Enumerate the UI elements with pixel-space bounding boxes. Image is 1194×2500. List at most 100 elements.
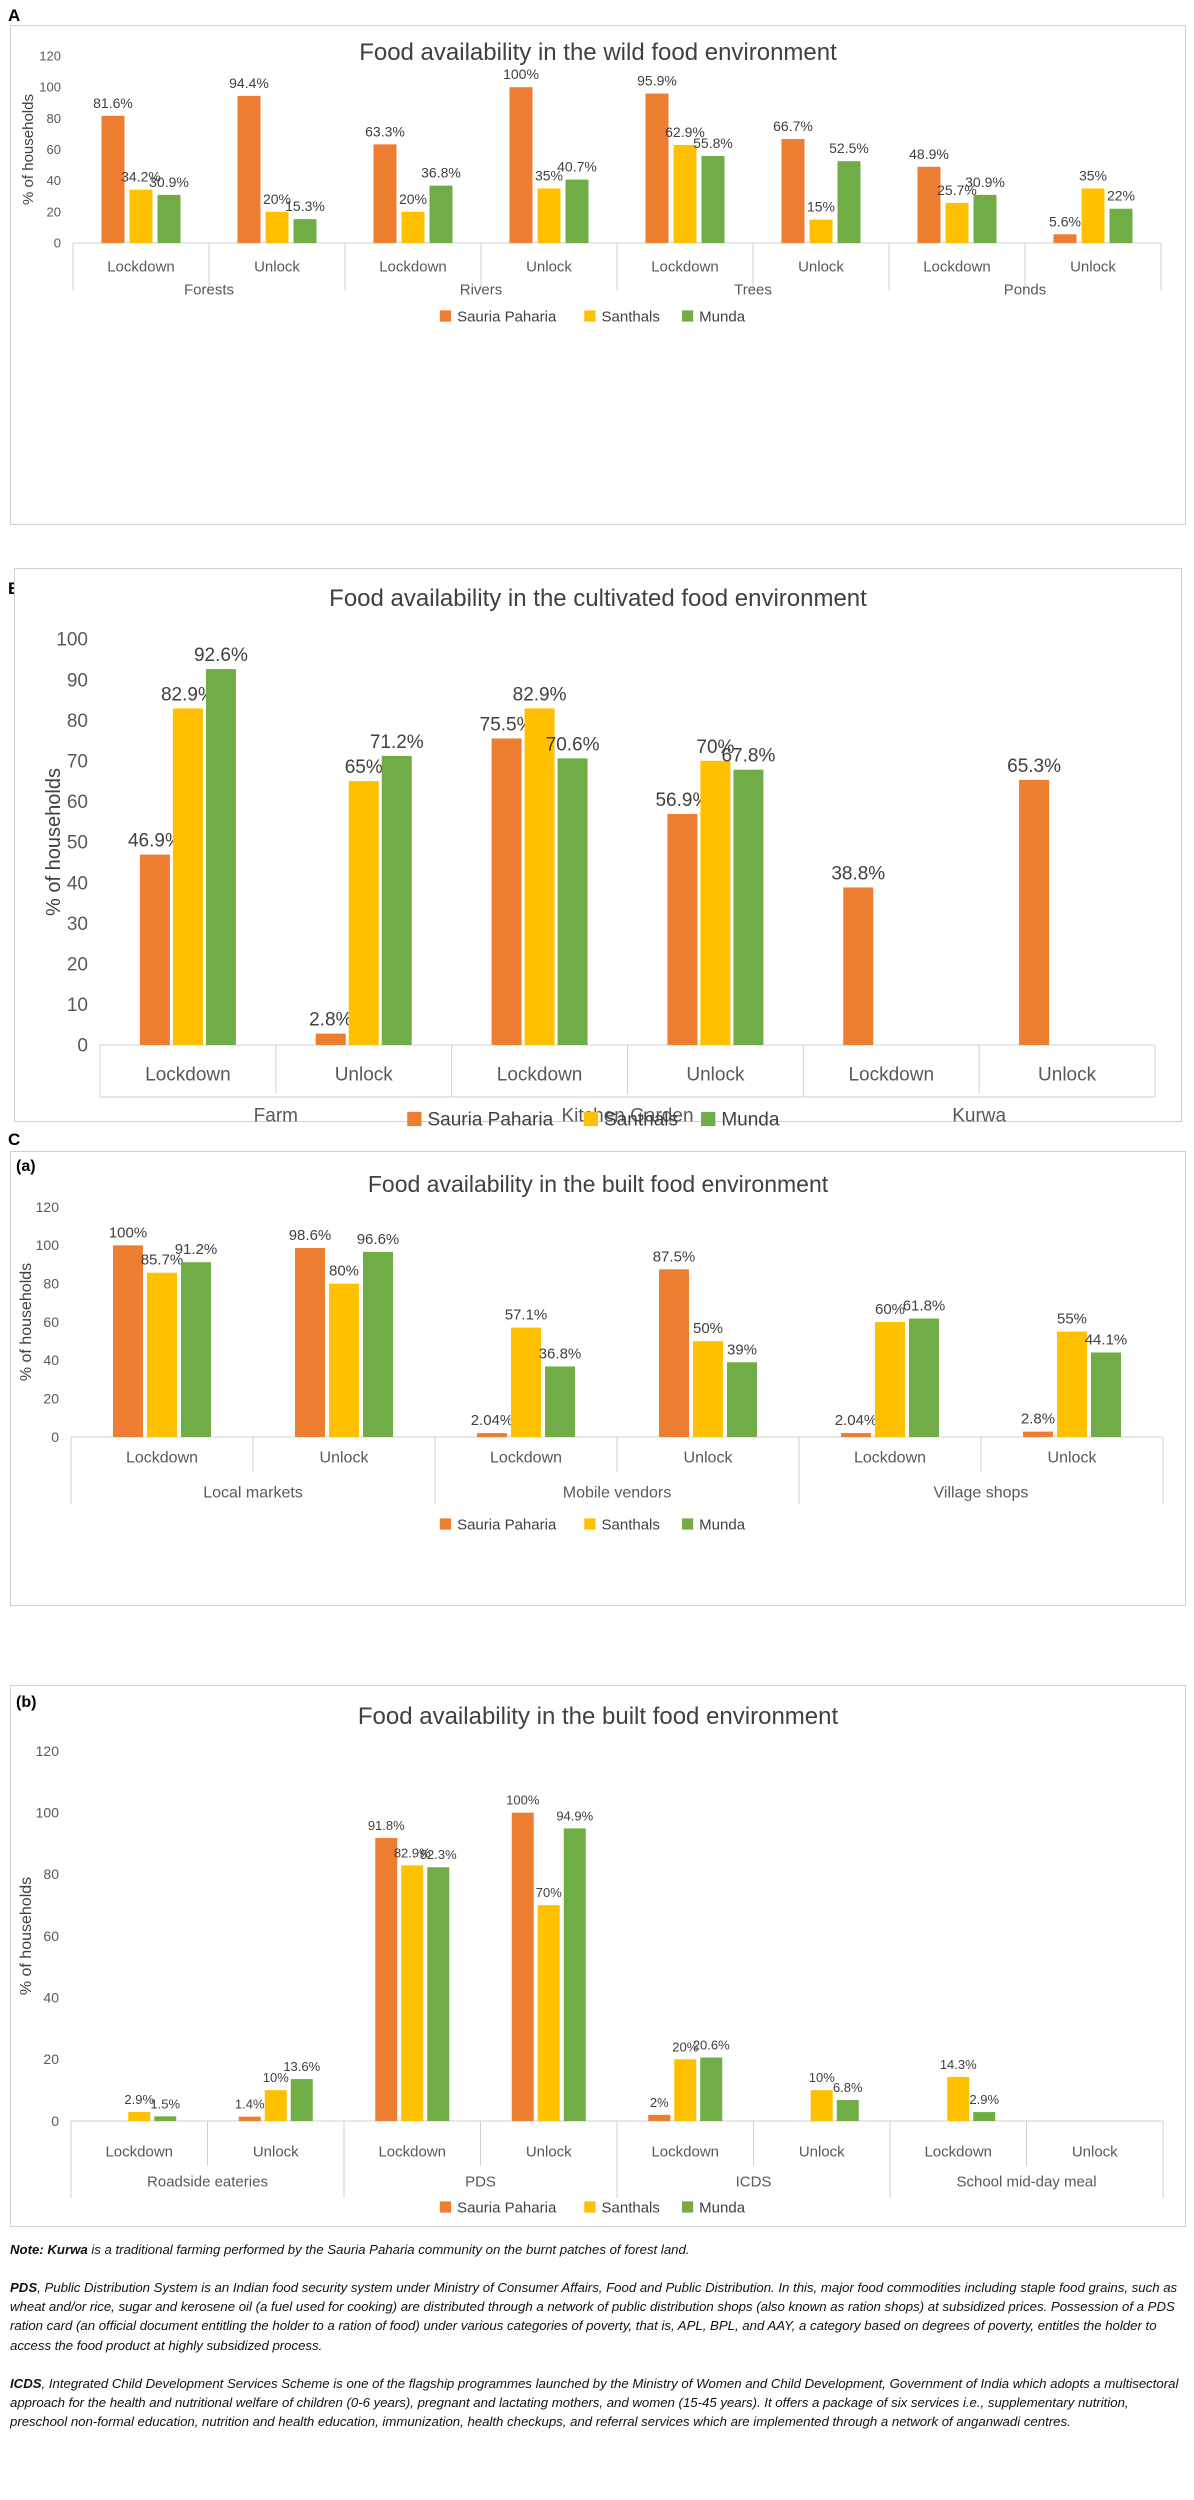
data-label: 62.9% — [665, 124, 705, 140]
data-label: 2.04% — [471, 1412, 514, 1429]
data-label: 1.5% — [150, 2096, 180, 2111]
data-label: 100% — [109, 1224, 147, 1241]
y-tick-label: 30 — [67, 914, 88, 935]
data-label: 87.5% — [653, 1248, 696, 1265]
data-label: 13.6% — [283, 2059, 320, 2074]
bar — [147, 1272, 177, 1437]
bar — [265, 211, 289, 243]
cultivated-food-chart: Food availability in the cultivated food… — [43, 585, 1156, 1131]
built-food-chart-a: Food availability in the built food envi… — [18, 1171, 1164, 1533]
y-tick-label: 120 — [36, 1743, 60, 1759]
data-label: 2.8% — [1021, 1411, 1055, 1428]
chart-panel-c-b: Food availability in the built food envi… — [10, 1685, 1186, 2227]
data-label: 52.5% — [829, 140, 869, 156]
y-tick-label: 90 — [67, 670, 88, 691]
x-category-label: Unlock — [686, 1065, 745, 1086]
legend-label: Santhals — [602, 308, 660, 325]
bar — [375, 1837, 398, 2121]
data-label: 10% — [263, 2070, 289, 2085]
bar — [264, 2090, 287, 2121]
bar — [781, 139, 805, 243]
y-axis-label: % of households — [18, 1263, 35, 1381]
legend-label: Sauria Paharia — [427, 1110, 553, 1131]
x-category-label: Unlock — [253, 2143, 299, 2160]
note-pds: PDS, Public Distribution System is an In… — [10, 2278, 1186, 2355]
x-group-label: Farm — [254, 1106, 298, 1127]
data-label: 48.9% — [909, 146, 949, 162]
bar — [875, 1322, 905, 1437]
y-tick-label: 0 — [54, 236, 61, 251]
data-label: 70% — [536, 1885, 562, 1900]
data-label: 82.3% — [420, 1847, 457, 1862]
bar — [154, 2116, 177, 2121]
legend-label: Santhals — [602, 2199, 660, 2216]
bar — [348, 781, 379, 1045]
data-label: 81.6% — [93, 95, 133, 111]
data-label: 96.6% — [357, 1231, 400, 1248]
wild-food-chart: Food availability in the wild food envir… — [20, 39, 1162, 325]
x-group-label: Mobile vendors — [563, 1485, 672, 1502]
data-label: 30.9% — [965, 174, 1005, 190]
x-group-label: School mid-day meal — [956, 2173, 1096, 2190]
y-tick-label: 0 — [51, 2113, 59, 2129]
chart-title: Food availability in the built food envi… — [368, 1171, 829, 1197]
chart-panel-c-a: Food availability in the built food envi… — [10, 1151, 1186, 1606]
data-label: 94.9% — [556, 1808, 593, 1823]
bar — [700, 2057, 723, 2121]
x-category-label: Lockdown — [490, 1450, 562, 1467]
data-label: 65% — [345, 757, 383, 778]
x-category-label: Unlock — [798, 258, 844, 275]
x-category-label: Unlock — [799, 2143, 845, 2160]
data-label: 2.9% — [969, 2092, 999, 2107]
x-group-label: PDS — [465, 2173, 496, 2190]
data-label: 65.3% — [1007, 756, 1061, 777]
panel-label-c-b: (b) — [16, 1694, 37, 1711]
y-tick-label: 40 — [43, 1990, 59, 2006]
bar — [329, 1283, 359, 1437]
note-icds-lead: ICDS — [10, 2375, 42, 2391]
x-category-label: Lockdown — [378, 2143, 446, 2160]
bar — [973, 194, 997, 243]
x-category-label: Unlock — [1070, 258, 1116, 275]
data-label: 61.8% — [903, 1298, 946, 1315]
data-label: 36.8% — [421, 165, 461, 181]
x-category-label: Lockdown — [848, 1065, 934, 1086]
note-kurwa: Note: Kurwa is a traditional farming per… — [10, 2240, 1186, 2259]
data-label: 82.9% — [513, 684, 567, 705]
note-kurwa-lead: Note: Kurwa — [10, 2242, 88, 2257]
y-tick-label: 100 — [56, 630, 88, 651]
data-label: 20% — [263, 191, 291, 207]
x-category-label: Unlock — [320, 1450, 370, 1467]
bar — [945, 202, 969, 243]
x-category-label: Lockdown — [126, 1450, 198, 1467]
y-tick-label: 100 — [36, 1237, 60, 1253]
x-category-label: Unlock — [335, 1065, 394, 1086]
x-category-label: Lockdown — [105, 2143, 173, 2160]
data-label: 38.8% — [831, 863, 885, 884]
data-label: 70% — [696, 737, 734, 758]
legend-label: Sauria Paharia — [457, 308, 557, 325]
data-label: 70.6% — [546, 734, 600, 755]
legend-swatch — [681, 2201, 694, 2213]
bar — [545, 1366, 575, 1437]
y-tick-label: 60 — [43, 1928, 59, 1944]
bar — [701, 156, 725, 243]
data-label: 39% — [727, 1341, 757, 1358]
bar — [129, 189, 153, 243]
y-tick-label: 40 — [47, 173, 61, 188]
y-tick-label: 20 — [67, 954, 88, 975]
bar — [477, 1433, 507, 1437]
x-category-label: Lockdown — [145, 1065, 231, 1086]
data-label: 5.6% — [1049, 213, 1081, 229]
bar — [674, 2059, 697, 2121]
data-label: 63.3% — [365, 123, 405, 139]
figure-notes: Note: Kurwa is a traditional farming per… — [10, 2240, 1186, 2450]
chart-title: Food availability in the cultivated food… — [329, 585, 867, 612]
bar — [509, 87, 533, 243]
x-category-label: Unlock — [1038, 1065, 1097, 1086]
data-label: 2% — [650, 2095, 669, 2110]
x-category-label: Unlock — [1048, 1450, 1098, 1467]
bar — [565, 179, 589, 243]
y-axis-label: % of households — [43, 768, 65, 916]
note-icds-text: , Integrated Child Development Services … — [10, 2375, 1179, 2429]
